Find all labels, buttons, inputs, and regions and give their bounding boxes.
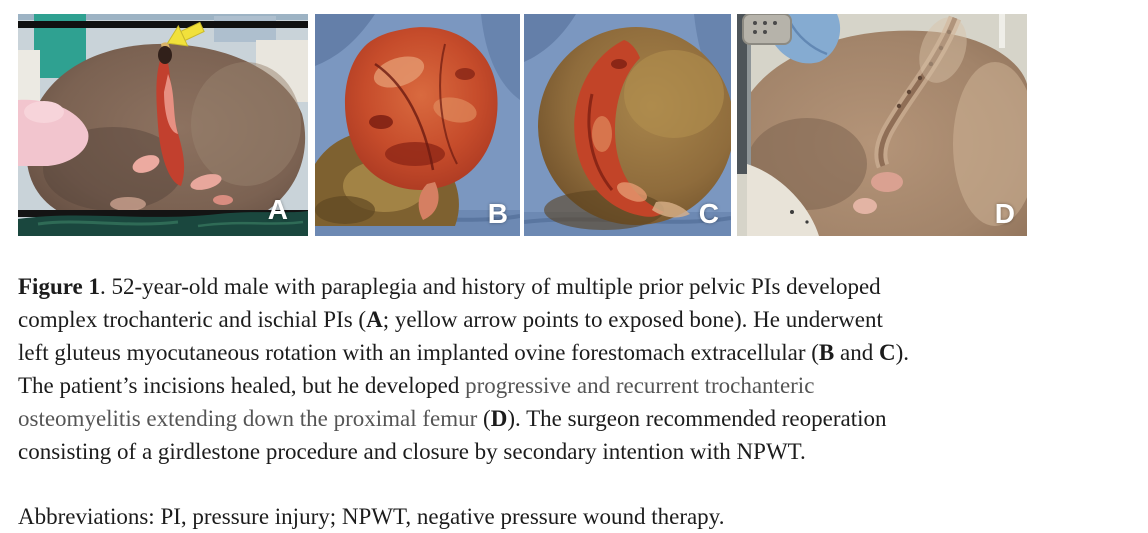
panel-label-c: C	[698, 198, 719, 229]
caption-segment: Figure 1	[18, 274, 100, 299]
caption-segment: left gluteus myocutaneous rotation with …	[18, 340, 819, 365]
photo-panel-d: D	[737, 14, 1027, 236]
caption-segment: osteomyelitis extending down the proxima…	[18, 406, 478, 431]
photo-panel-a: A	[18, 14, 308, 236]
photo-panel-c: C	[524, 14, 731, 236]
photo-c-illustration	[524, 14, 731, 236]
caption-line: consisting of a girdlestone procedure an…	[18, 435, 1134, 468]
caption-line: osteomyelitis extending down the proxima…	[18, 402, 1134, 435]
caption-line: The patient’s incisions healed, but he d…	[18, 369, 1134, 402]
photo-b-illustration	[315, 14, 520, 236]
caption-line: Figure 1. 52-year-old male with parapleg…	[18, 270, 1134, 303]
panel-label-d: D	[994, 198, 1015, 229]
caption-segment: and	[834, 340, 879, 365]
caption-segment: (	[477, 406, 491, 431]
caption-segment: C	[878, 340, 896, 365]
caption-segment: The patient’s incisions healed, but he d…	[18, 373, 466, 398]
photo-d-illustration	[737, 14, 1027, 236]
figure-caption: Figure 1. 52-year-old male with parapleg…	[18, 270, 1134, 468]
figure-image-strip: A	[18, 14, 1027, 236]
caption-segment: A	[366, 307, 383, 332]
photo-a-illustration	[18, 14, 308, 236]
caption-line: complex trochanteric and ischial PIs (A;…	[18, 303, 1134, 336]
caption-segment: complex trochanteric and ischial PIs (	[18, 307, 367, 332]
caption-segment: D	[490, 406, 508, 431]
panel-label-a: A	[267, 194, 288, 225]
caption-line: left gluteus myocutaneous rotation with …	[18, 336, 1134, 369]
caption-segment: . 52-year-old male with paraplegia and h…	[99, 274, 881, 299]
caption-segment: consisting of a girdlestone procedure an…	[18, 439, 806, 464]
caption-segment: progressive and recurrent trochanteric	[465, 373, 815, 398]
yellow-arrow-icon	[166, 21, 205, 47]
abbreviations-line: Abbreviations: PI, pressure injury; NPWT…	[18, 504, 725, 529]
panel-label-b: B	[487, 198, 508, 229]
caption-segment: ; yellow arrow points to exposed bone). …	[382, 307, 883, 332]
caption-segment: ).	[895, 340, 910, 365]
caption-segment: B	[818, 340, 835, 365]
caption-segment: ). The surgeon recommended reoperation	[507, 406, 887, 431]
photo-panel-b: B	[315, 14, 520, 236]
